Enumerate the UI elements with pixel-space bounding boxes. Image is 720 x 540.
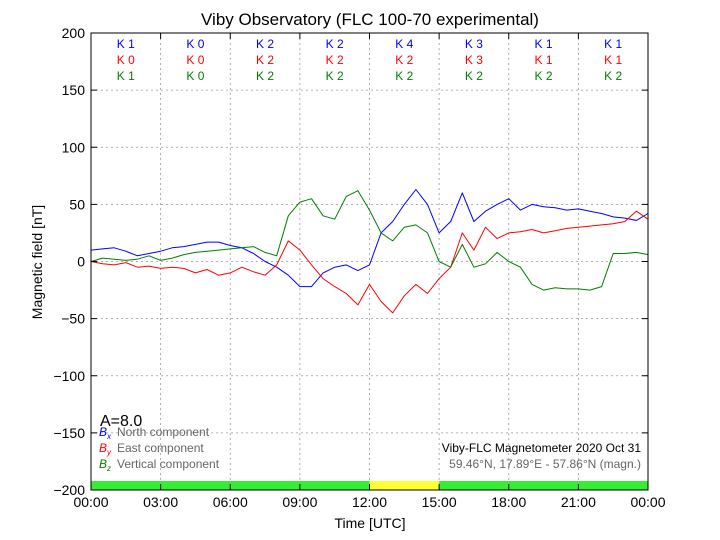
x-tick-label: 06:00 — [213, 494, 248, 510]
y-axis: 200 150 100 50 0 −50 −100 −150 −200 — [53, 25, 648, 498]
x-axis: 00:00 03:00 06:00 09:00 12:00 15:00 18:00 21:00… — [73, 33, 666, 510]
k-index-north: K 2 — [326, 37, 344, 51]
k-index-north: K 3 — [465, 37, 483, 51]
legend-subscript-x: x — [106, 432, 112, 441]
y-axis-label: Magnetic field [nT] — [29, 205, 45, 319]
k-index-east: K 0 — [186, 53, 204, 67]
k-index-east: K 2 — [395, 53, 413, 67]
series-line-x — [90, 189, 649, 288]
x-tick-label: 03:00 — [143, 494, 178, 510]
k-index-north: K 1 — [117, 37, 135, 51]
k-index-vertical: K 0 — [186, 69, 204, 83]
y-tick-label: 100 — [62, 139, 86, 155]
activity-segment — [439, 481, 648, 490]
legend-subscript-y: y — [106, 448, 112, 457]
k-index-vertical: K 2 — [465, 69, 483, 83]
info-line-1: Viby-FLC Magnetometer 2020 Oct 31 — [442, 441, 642, 455]
x-tick-label: 18:00 — [491, 494, 526, 510]
k-index-east: K 1 — [604, 53, 622, 67]
k-index-east: K 2 — [326, 53, 344, 67]
series-line-y — [90, 210, 649, 314]
k-index-vertical: K 2 — [326, 69, 344, 83]
info-line-2: 59.46°N, 17.89°E - 57.86°N (magn.) — [449, 457, 641, 471]
y-tick-label: −100 — [53, 368, 85, 384]
a-index: A=8.0 — [100, 413, 142, 430]
legend-symbol-x: B — [99, 425, 107, 439]
k-index-east: K 3 — [465, 53, 483, 67]
y-tick-label: −150 — [53, 425, 85, 441]
legend-label-x: North component — [117, 425, 210, 439]
k-index-east: K 1 — [535, 53, 553, 67]
y-tick-label: 0 — [77, 254, 85, 270]
x-tick-label: 00:00 — [630, 494, 665, 510]
y-tick-label: −50 — [61, 311, 85, 327]
k-index-east: K 0 — [117, 53, 135, 67]
legend-label-y: East component — [117, 441, 204, 455]
plot-frame — [90, 32, 649, 491]
activity-segment — [369, 481, 440, 490]
series-line-z — [90, 190, 649, 291]
k-index-north: K 4 — [395, 37, 413, 51]
k-index-table: K 1 K 0 K 2 K 2 K 4 K 3 K 1 K 1 K 0 K 0 K 2 K 2 K 2 K… — [117, 37, 623, 83]
k-index-north: K 2 — [256, 37, 274, 51]
y-tick-label: 150 — [62, 82, 86, 98]
x-tick-label: 12:00 — [352, 494, 387, 510]
legend-symbol-z: B — [99, 457, 107, 471]
k-index-vertical: K 2 — [604, 69, 622, 83]
k-index-vertical: K 2 — [256, 69, 274, 83]
k-index-north: K 0 — [186, 37, 204, 51]
k-index-north: K 1 — [604, 37, 622, 51]
chart-title: Viby Observatory (FLC 100-70 experimenta… — [201, 10, 539, 29]
k-index-north: K 1 — [535, 37, 553, 51]
x-axis-label: Time [UTC] — [334, 515, 405, 531]
grid — [91, 33, 648, 490]
y-tick-label: 200 — [62, 25, 86, 41]
x-tick-label: 09:00 — [282, 494, 317, 510]
x-tick-label: 21:00 — [561, 494, 596, 510]
legend-label-z: Vertical component — [117, 457, 220, 471]
legend-symbol-y: B — [99, 441, 107, 455]
legend-subscript-z: z — [106, 464, 111, 473]
k-index-vertical: K 2 — [535, 69, 553, 83]
k-index-east: K 2 — [256, 53, 274, 67]
k-index-vertical: K 1 — [117, 69, 135, 83]
y-tick-label: 50 — [69, 196, 85, 212]
x-tick-label: 00:00 — [73, 494, 108, 510]
y-tick-label: −200 — [53, 482, 85, 498]
x-tick-label: 15:00 — [422, 494, 457, 510]
series-lines — [90, 189, 649, 314]
k-index-vertical: K 2 — [395, 69, 413, 83]
